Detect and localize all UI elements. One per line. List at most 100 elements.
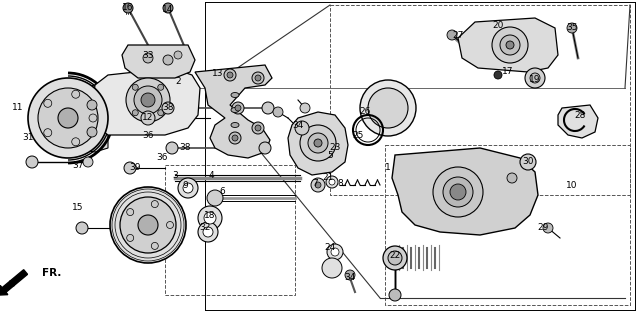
Circle shape — [329, 179, 335, 185]
Circle shape — [300, 125, 336, 161]
Circle shape — [141, 111, 155, 125]
Circle shape — [76, 222, 88, 234]
Circle shape — [368, 88, 408, 128]
Text: 23: 23 — [330, 143, 340, 152]
Text: 21: 21 — [323, 173, 333, 182]
Circle shape — [295, 121, 309, 135]
Circle shape — [183, 183, 193, 193]
Polygon shape — [92, 68, 200, 135]
Polygon shape — [558, 105, 598, 138]
Circle shape — [83, 157, 93, 167]
Circle shape — [26, 156, 38, 168]
Ellipse shape — [231, 107, 239, 112]
Text: 37: 37 — [72, 161, 84, 170]
Circle shape — [229, 132, 241, 144]
Circle shape — [126, 78, 170, 122]
Text: 6: 6 — [219, 187, 225, 197]
Circle shape — [314, 139, 322, 147]
Circle shape — [110, 187, 186, 263]
Text: 7: 7 — [312, 178, 318, 187]
Text: 16: 16 — [122, 3, 134, 13]
Circle shape — [433, 167, 483, 217]
Circle shape — [447, 30, 457, 40]
Circle shape — [72, 138, 80, 146]
Circle shape — [567, 23, 577, 33]
Circle shape — [44, 99, 52, 107]
Circle shape — [151, 243, 158, 249]
Text: 29: 29 — [538, 223, 548, 233]
Circle shape — [273, 107, 283, 117]
Text: 11: 11 — [12, 104, 24, 112]
Circle shape — [326, 176, 338, 188]
Text: 24: 24 — [324, 244, 335, 253]
FancyArrow shape — [0, 270, 28, 295]
Text: 5: 5 — [327, 151, 333, 160]
Text: 9: 9 — [182, 181, 188, 189]
Text: 38: 38 — [179, 143, 191, 152]
Circle shape — [166, 222, 173, 228]
Circle shape — [174, 51, 182, 59]
Circle shape — [132, 84, 138, 90]
Circle shape — [143, 53, 153, 63]
Circle shape — [235, 105, 241, 111]
Text: 31: 31 — [22, 134, 34, 142]
Text: 39: 39 — [129, 163, 141, 172]
Circle shape — [543, 223, 553, 233]
Circle shape — [389, 289, 401, 301]
Text: 35: 35 — [566, 23, 578, 33]
Text: 34: 34 — [292, 121, 304, 130]
Circle shape — [492, 27, 528, 63]
Circle shape — [224, 69, 236, 81]
Circle shape — [38, 88, 98, 148]
Circle shape — [506, 41, 514, 49]
Circle shape — [252, 122, 264, 134]
Text: 3: 3 — [172, 171, 178, 179]
Circle shape — [134, 86, 162, 114]
Circle shape — [530, 73, 540, 83]
Circle shape — [198, 222, 218, 242]
Circle shape — [252, 72, 264, 84]
Text: 38: 38 — [163, 104, 173, 112]
Circle shape — [157, 110, 164, 116]
Polygon shape — [195, 65, 272, 158]
Circle shape — [151, 201, 158, 208]
Text: 22: 22 — [389, 250, 401, 259]
Circle shape — [127, 208, 134, 216]
Text: 4: 4 — [208, 171, 214, 179]
Circle shape — [120, 197, 176, 253]
Text: 19: 19 — [529, 75, 541, 85]
Text: 13: 13 — [212, 69, 224, 78]
Circle shape — [163, 55, 173, 65]
Circle shape — [203, 227, 213, 237]
Text: 18: 18 — [204, 211, 216, 219]
Text: 27: 27 — [452, 30, 464, 39]
Circle shape — [157, 84, 164, 90]
Text: 8: 8 — [337, 178, 343, 187]
Circle shape — [300, 103, 310, 113]
Circle shape — [178, 178, 198, 198]
Text: 26: 26 — [359, 107, 371, 116]
Circle shape — [494, 71, 502, 79]
Circle shape — [388, 251, 402, 265]
Circle shape — [262, 102, 274, 114]
Circle shape — [162, 102, 174, 114]
Text: 32: 32 — [199, 223, 211, 233]
Text: 1: 1 — [385, 163, 391, 172]
Circle shape — [28, 78, 108, 158]
Circle shape — [255, 125, 261, 131]
Text: 36: 36 — [156, 153, 168, 162]
Circle shape — [123, 3, 133, 13]
Polygon shape — [392, 148, 538, 235]
Polygon shape — [65, 80, 108, 152]
Text: 30: 30 — [522, 157, 534, 167]
Circle shape — [227, 72, 233, 78]
Circle shape — [322, 258, 342, 278]
Circle shape — [87, 100, 97, 110]
Circle shape — [44, 129, 52, 137]
Circle shape — [204, 212, 216, 224]
Circle shape — [331, 248, 339, 256]
Text: FR.: FR. — [42, 268, 61, 278]
Circle shape — [255, 75, 261, 81]
Text: 36: 36 — [142, 131, 154, 140]
Circle shape — [198, 206, 222, 230]
